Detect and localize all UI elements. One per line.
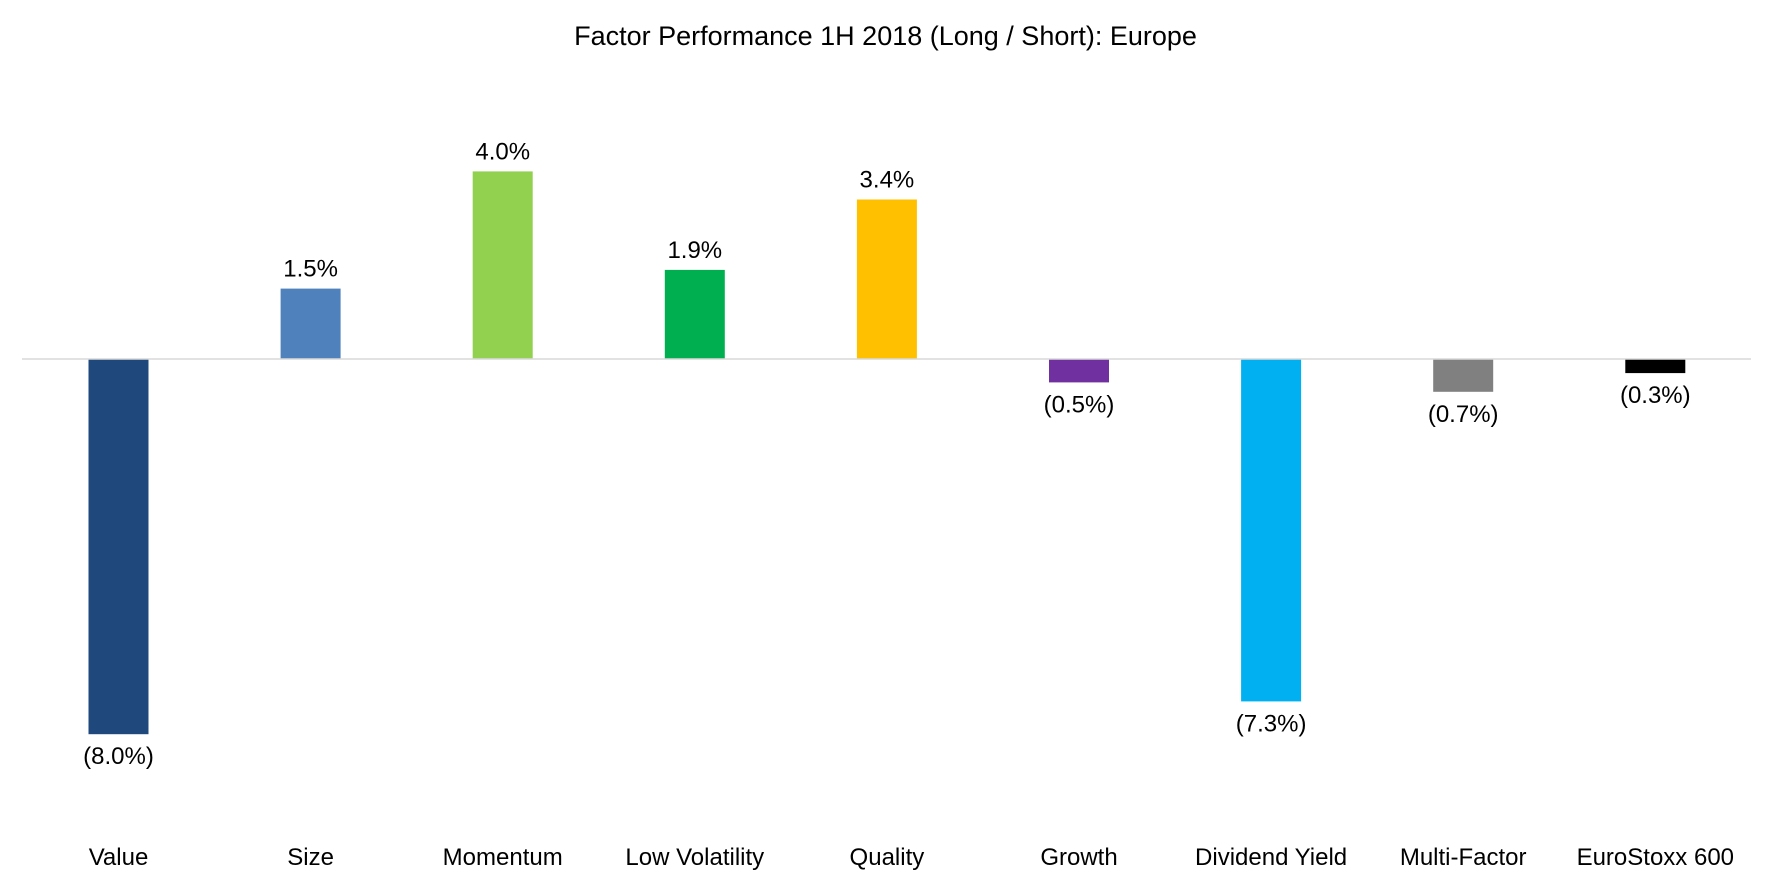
category-label-momentum: Momentum — [443, 844, 563, 871]
chart-title: Factor Performance 1H 2018 (Long / Short… — [574, 21, 1197, 51]
bar-growth — [1049, 359, 1109, 383]
data-label-dividend-yield: (7.3%) — [1236, 710, 1307, 737]
category-label-dividend-yield: Dividend Yield — [1195, 844, 1347, 871]
data-label-eurostoxx-600: (0.3%) — [1620, 382, 1691, 409]
bar-value — [88, 359, 149, 735]
data-label-quality: 3.4% — [860, 167, 915, 194]
data-labels-group: (8.0%) 1.5% 4.0% 1.9% 3.4% (0.5%) (7.3%) (0.7%)… — [83, 138, 1690, 770]
data-label-low-volatility: 1.9% — [667, 237, 722, 264]
data-label-momentum: 4.0% — [475, 138, 530, 165]
bar-momentum — [472, 171, 533, 359]
category-label-size: Size — [287, 844, 334, 871]
category-label-eurostoxx-600: EuroStoxx 600 — [1577, 844, 1734, 871]
bar-size — [280, 288, 341, 359]
bar-eurostoxx-600 — [1625, 359, 1686, 374]
category-label-value: Value — [89, 844, 149, 871]
bar-quality — [856, 199, 917, 359]
category-label-growth: Growth — [1040, 844, 1117, 871]
bar-low-volatility — [664, 269, 725, 359]
bars-group — [88, 171, 1686, 735]
category-label-quality: Quality — [850, 844, 925, 871]
data-label-multi-factor: (0.7%) — [1428, 401, 1499, 428]
category-labels-group: Value Size Momentum Low Volatility Quality Gr… — [89, 844, 1734, 871]
data-label-size: 1.5% — [283, 256, 338, 283]
data-label-value: (8.0%) — [83, 743, 154, 770]
bar-multi-factor — [1433, 359, 1494, 392]
bar-dividend-yield — [1241, 359, 1302, 702]
category-label-multi-factor: Multi-Factor — [1400, 844, 1527, 871]
category-label-low-volatility: Low Volatility — [625, 844, 764, 871]
data-label-growth: (0.5%) — [1044, 391, 1115, 418]
